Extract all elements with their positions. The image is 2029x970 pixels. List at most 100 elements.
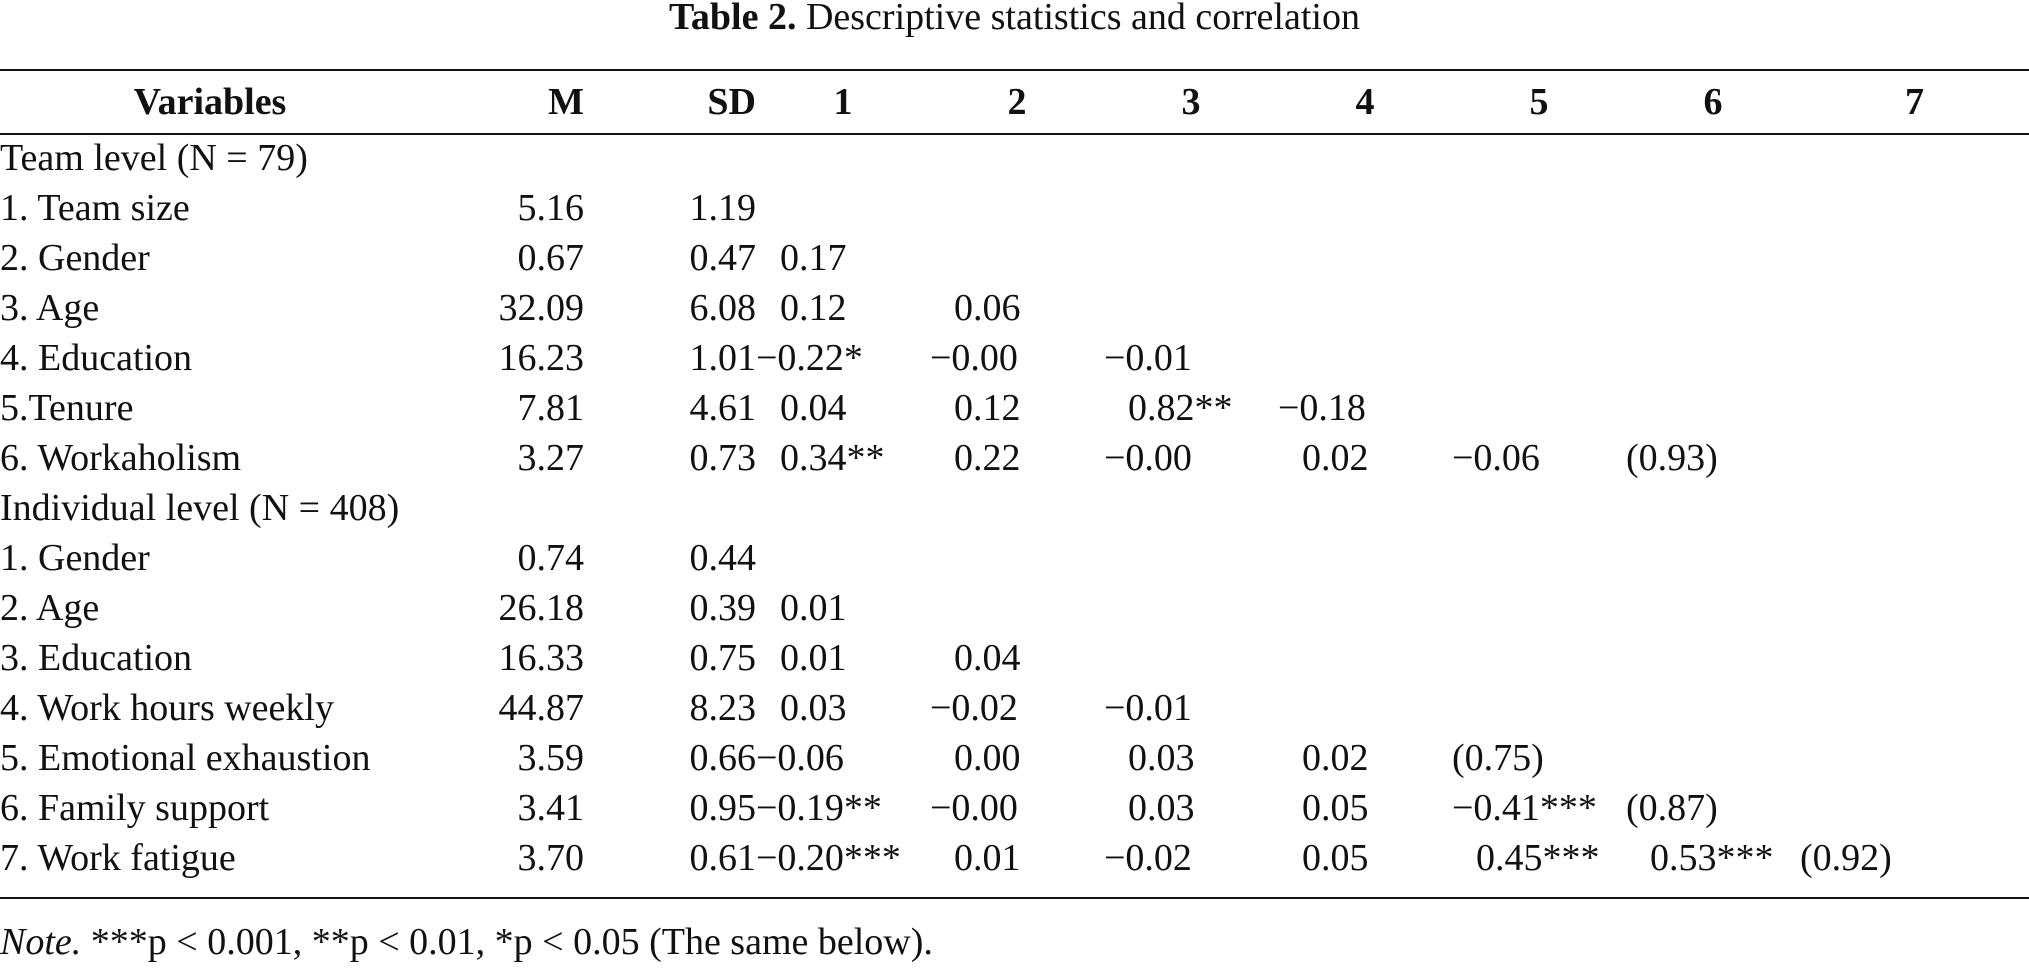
row-variable: 6. Family support bbox=[0, 787, 270, 829]
row-corr-3 bbox=[1104, 283, 1278, 333]
row-corr-1: 0.12 bbox=[780, 287, 847, 329]
table-caption-text: Descriptive statistics and correlation bbox=[805, 0, 1360, 38]
row-corr-4 bbox=[1278, 533, 1452, 583]
header-col-3: 3 bbox=[1181, 81, 1201, 123]
row-corr-4: 0.02 bbox=[1302, 737, 1369, 779]
bottom-rule bbox=[0, 897, 2029, 899]
row-corr-6 bbox=[1626, 283, 1800, 333]
row-corr-7 bbox=[1800, 433, 2029, 483]
row-corr-7 bbox=[1800, 583, 2029, 633]
row-corr-1 bbox=[756, 533, 930, 583]
row-corr-7 bbox=[1800, 383, 2029, 433]
row-mean: 32.09 bbox=[498, 287, 585, 329]
section-label-individual: Individual level (N = 408) bbox=[0, 487, 400, 529]
row-corr-4 bbox=[1278, 683, 1452, 733]
table-caption-label: Table 2. bbox=[669, 0, 797, 38]
row-corr-2: 0.22 bbox=[954, 437, 1021, 479]
row-corr-2: −0.00 bbox=[930, 337, 1018, 379]
row-mean: 26.18 bbox=[498, 587, 585, 629]
row-corr-6: (0.87) bbox=[1626, 787, 1718, 829]
row-corr-5 bbox=[1452, 683, 1626, 733]
row-corr-1: 0.17 bbox=[780, 237, 847, 279]
row-corr-4 bbox=[1278, 283, 1452, 333]
row-corr-5: −0.41*** bbox=[1452, 787, 1597, 829]
row-sd: 0.73 bbox=[689, 437, 757, 479]
row-corr-3 bbox=[1104, 633, 1278, 683]
row-mean: 7.81 bbox=[517, 387, 585, 429]
row-variable: 1. Gender bbox=[0, 537, 150, 579]
row-mean: 5.16 bbox=[517, 187, 585, 229]
row-corr-7 bbox=[1800, 733, 2029, 783]
note-text: ***p < 0.001, **p < 0.01, *p < 0.05 (The… bbox=[90, 921, 933, 963]
row-corr-6 bbox=[1626, 733, 1800, 783]
row-corr-2 bbox=[930, 583, 1104, 633]
section-row-individual: Individual level (N = 408) bbox=[0, 483, 2029, 533]
row-corr-7 bbox=[1800, 333, 2029, 383]
row-corr-4 bbox=[1278, 233, 1452, 283]
table-body: Team level (N = 79) 1. Team size 5.16 1.… bbox=[0, 133, 2029, 883]
table-row: 3. Age 32.09 6.08 0.12 0.06 bbox=[0, 283, 2029, 333]
row-corr-4 bbox=[1278, 333, 1452, 383]
row-corr-5 bbox=[1452, 233, 1626, 283]
row-sd: 0.39 bbox=[689, 587, 757, 629]
row-mean: 16.23 bbox=[498, 337, 585, 379]
row-mean: 3.41 bbox=[517, 787, 585, 829]
row-corr-1: 0.01 bbox=[780, 587, 847, 629]
row-sd: 8.23 bbox=[689, 687, 757, 729]
header-col-7: 7 bbox=[1905, 81, 1924, 123]
header-variables: Variables bbox=[133, 81, 287, 123]
row-variable: 1. Team size bbox=[0, 187, 190, 229]
row-corr-2: 0.00 bbox=[954, 737, 1021, 779]
row-corr-2 bbox=[930, 533, 1104, 583]
row-sd: 0.66 bbox=[689, 737, 757, 779]
row-corr-3: −0.01 bbox=[1104, 337, 1192, 379]
header-row: Variables M SD 1 2 3 4 5 6 7 bbox=[0, 71, 2029, 133]
row-mean: 16.33 bbox=[498, 637, 585, 679]
row-sd: 0.44 bbox=[689, 537, 757, 579]
row-corr-4: 0.05 bbox=[1302, 837, 1369, 879]
row-corr-4 bbox=[1278, 633, 1452, 683]
row-corr-1: 0.34** bbox=[780, 437, 885, 479]
row-sd: 0.61 bbox=[689, 837, 757, 879]
table-row: 6. Workaholism 3.27 0.73 0.34** 0.22 −0.… bbox=[0, 433, 2029, 483]
row-corr-6 bbox=[1626, 183, 1800, 233]
row-corr-5: (0.75) bbox=[1452, 737, 1544, 779]
row-corr-6 bbox=[1626, 633, 1800, 683]
row-corr-4 bbox=[1278, 583, 1452, 633]
row-sd: 0.95 bbox=[689, 787, 757, 829]
row-corr-7: (0.92) bbox=[1800, 837, 1892, 879]
row-corr-3 bbox=[1104, 233, 1278, 283]
row-sd: 0.47 bbox=[689, 237, 757, 279]
row-corr-3: −0.00 bbox=[1104, 437, 1192, 479]
row-corr-2: 0.01 bbox=[954, 837, 1021, 879]
row-corr-6 bbox=[1626, 533, 1800, 583]
row-corr-7 bbox=[1800, 783, 2029, 833]
row-corr-4 bbox=[1278, 183, 1452, 233]
header-col-5: 5 bbox=[1529, 81, 1549, 123]
table-row: 2. Age 26.18 0.39 0.01 bbox=[0, 583, 2029, 633]
section-label-team: Team level (N = 79) bbox=[0, 137, 308, 179]
row-variable: 5.Tenure bbox=[0, 387, 134, 429]
row-corr-5: 0.45*** bbox=[1476, 837, 1600, 879]
row-corr-2 bbox=[930, 233, 1104, 283]
row-mean: 44.87 bbox=[498, 687, 585, 729]
row-corr-3 bbox=[1104, 583, 1278, 633]
table-row: 4. Work hours weekly 44.87 8.23 0.03 −0.… bbox=[0, 683, 2029, 733]
row-corr-5 bbox=[1452, 283, 1626, 333]
row-variable: 3. Age bbox=[0, 287, 100, 329]
row-variable: 4. Education bbox=[0, 337, 193, 379]
table-caption: Table 2. Descriptive statistics and corr… bbox=[0, 0, 2029, 36]
row-corr-1: 0.01 bbox=[780, 637, 847, 679]
row-corr-5 bbox=[1452, 333, 1626, 383]
row-variable: 7. Work fatigue bbox=[0, 837, 236, 879]
row-corr-3: 0.03 bbox=[1128, 787, 1195, 829]
row-corr-7 bbox=[1800, 233, 2029, 283]
row-corr-6 bbox=[1626, 583, 1800, 633]
row-corr-1 bbox=[756, 183, 930, 233]
row-corr-3: 0.82** bbox=[1128, 387, 1233, 429]
table-row: 1. Team size 5.16 1.19 bbox=[0, 183, 2029, 233]
row-corr-3: −0.01 bbox=[1104, 687, 1192, 729]
row-sd: 4.61 bbox=[689, 387, 757, 429]
row-corr-6: 0.53*** bbox=[1650, 837, 1774, 879]
header-sd: SD bbox=[707, 81, 756, 123]
